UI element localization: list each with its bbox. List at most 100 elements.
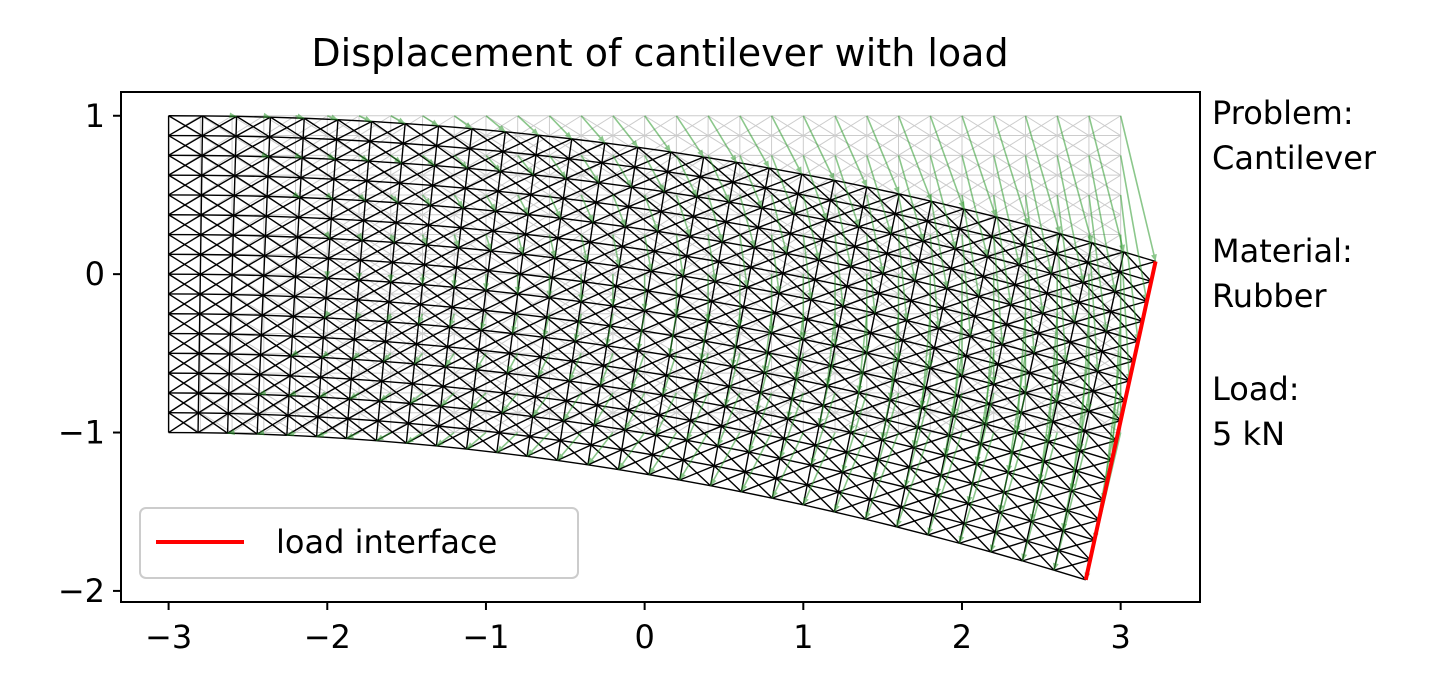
displacement-arrow-shaft: [643, 115, 672, 153]
deformed-mesh-line: [978, 295, 1008, 326]
displacement-arrow-head: [397, 117, 406, 124]
displacement-arrow: [849, 353, 868, 433]
undeformed-mesh-line: [834, 234, 868, 255]
displacement-arrow: [453, 194, 464, 209]
displacement-arrow: [413, 352, 424, 365]
deformed-mesh-line: [936, 494, 969, 505]
deformed-mesh-line: [1043, 441, 1050, 462]
displacement-arrow: [974, 353, 995, 464]
deformed-mesh-line: [559, 198, 565, 219]
displacement-arrow: [346, 431, 360, 440]
deformed-mesh-line: [499, 151, 504, 172]
deformed-mesh-line: [501, 412, 531, 437]
undeformed-mesh-line: [707, 372, 741, 394]
deformed-mesh-line: [963, 208, 993, 238]
deformed-mesh-line: [317, 416, 347, 440]
deformed-mesh-line: [543, 336, 573, 362]
deformed-mesh-line: [258, 393, 289, 416]
undeformed-mesh-line: [929, 234, 963, 255]
deformed-mesh-line: [725, 201, 731, 223]
deformed-mesh-line: [657, 230, 691, 238]
deformed-mesh-line: [986, 236, 993, 257]
deformed-mesh-line: [634, 369, 664, 396]
undeformed-mesh-line: [993, 115, 1026, 136]
displacement-arrow: [605, 313, 614, 346]
deformed-mesh-line: [598, 182, 629, 208]
undeformed-mesh-line: [961, 194, 994, 216]
deformed-mesh-line: [509, 352, 539, 378]
deformed-mesh-line: [420, 303, 451, 328]
displacement-arrow-head: [828, 172, 835, 181]
displacement-arrow-head: [705, 314, 712, 322]
undeformed-mesh-line: [739, 352, 772, 374]
deformed-mesh-line: [469, 147, 503, 153]
displacement-arrow: [675, 154, 698, 198]
deformed-mesh-line: [355, 299, 359, 320]
undeformed-mesh-line: [517, 352, 550, 374]
undeformed-mesh-line: [358, 234, 392, 255]
displacement-arrow-head: [800, 332, 807, 340]
deformed-mesh-line: [442, 385, 472, 410]
deformed-mesh-line: [323, 297, 327, 318]
undeformed-mesh-line: [739, 412, 772, 433]
deformed-mesh-line: [460, 207, 464, 228]
deformed-mesh-line: [231, 293, 263, 297]
displacement-arrow: [739, 194, 756, 248]
deformed-mesh-line: [381, 361, 385, 382]
displacement-arrow-head: [817, 417, 824, 426]
displacement-arrow-shaft: [617, 432, 646, 471]
displacement-arrow: [318, 391, 328, 398]
deformed-mesh-line: [232, 274, 264, 277]
annotation-problem-heading: Problem:: [1212, 94, 1354, 132]
deformed-mesh-line: [332, 198, 365, 222]
displacement-arrow-head: [693, 393, 699, 401]
deformed-mesh-line: [481, 329, 513, 335]
deformed-mesh-line: [785, 233, 792, 254]
displacement-arrow: [449, 313, 455, 328]
deformed-mesh-line: [534, 376, 539, 397]
deformed-mesh-line: [548, 297, 579, 323]
deformed-mesh-line: [230, 274, 233, 295]
displacement-arrow: [290, 349, 299, 357]
deformed-mesh-line: [424, 264, 457, 269]
deformed-mesh-line: [595, 201, 629, 208]
deformed-mesh-line: [563, 420, 595, 426]
deformed-mesh-line: [1091, 241, 1124, 253]
deformed-mesh-line: [333, 178, 367, 182]
deformed-mesh-line: [663, 171, 669, 192]
deformed-mesh-line: [946, 287, 976, 317]
deformed-mesh-line: [858, 226, 892, 235]
displacement-arrow: [989, 432, 1027, 553]
displacement-arrow: [325, 192, 334, 200]
displacement-arrow-shaft: [1024, 115, 1061, 234]
deformed-mesh-line: [364, 180, 368, 201]
deformed-mesh-line: [621, 449, 653, 456]
deformed-mesh-line: [728, 385, 761, 394]
deformed-mesh-line: [363, 219, 397, 224]
displacement-arrow: [349, 392, 360, 400]
deformed-mesh-line: [432, 184, 466, 189]
deformed-mesh-line: [360, 259, 393, 263]
displacement-arrow-head: [998, 504, 1004, 513]
deformed-mesh-line: [264, 255, 297, 258]
deformed-mesh-line: [1022, 560, 1055, 571]
deformed-mesh-line: [321, 356, 352, 380]
deformed-mesh-line: [948, 415, 955, 436]
deformed-mesh-line: [430, 204, 464, 209]
displacement-arrow-shaft: [810, 392, 836, 466]
deformed-mesh-line: [264, 216, 267, 237]
deformed-mesh-line: [932, 514, 964, 525]
displacement-arrow-head: [935, 320, 941, 329]
displacement-arrow-shaft: [1056, 115, 1093, 243]
displacement-arrow: [323, 310, 331, 319]
displacement-arrow-head: [691, 189, 697, 197]
displacement-arrow-head: [974, 456, 981, 464]
displacement-arrow-shaft: [1024, 234, 1035, 354]
deformed-mesh-line: [775, 477, 804, 506]
deformed-mesh-line: [999, 511, 1028, 542]
displacement-arrow-head: [1038, 305, 1045, 314]
deformed-mesh-line: [952, 415, 982, 445]
undeformed-mesh-line: [453, 214, 487, 235]
displacement-arrow-head: [358, 193, 366, 201]
deformed-mesh-line: [898, 359, 927, 389]
